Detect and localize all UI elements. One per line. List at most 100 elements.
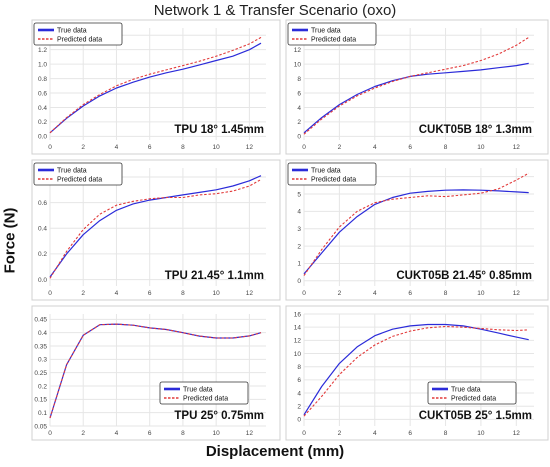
x-tick-label: 4 xyxy=(373,430,377,437)
legend-box xyxy=(427,381,517,405)
predicted-data-line xyxy=(49,36,262,134)
legend-label: True data xyxy=(57,167,87,174)
x-tick-label: 0 xyxy=(302,430,306,437)
x-tick-label: 8 xyxy=(444,144,448,151)
x-tick-label: 10 xyxy=(213,430,221,437)
x-tick-label: 12 xyxy=(513,430,521,437)
y-tick-label: 0.6 xyxy=(38,90,47,97)
x-tick-label: 8 xyxy=(444,290,448,297)
y-tick-label: 4 xyxy=(297,209,301,216)
y-tick-label: 2 xyxy=(297,404,301,411)
y-tick-label: 1.2 xyxy=(38,47,47,54)
x-tick-label: 10 xyxy=(213,144,221,151)
y-tick-label: 0 xyxy=(297,278,301,285)
x-tick-label: 10 xyxy=(213,290,221,297)
predicted-data-line xyxy=(303,172,529,276)
predicted-data-line xyxy=(303,325,529,417)
y-tick-label: 1 xyxy=(297,261,301,268)
y-tick-label: 0.4 xyxy=(38,105,47,112)
legend-label: True data xyxy=(311,27,341,34)
y-tick-label: 6 xyxy=(297,90,301,97)
x-tick-label: 0 xyxy=(48,290,52,297)
y-tick-label: 0.2 xyxy=(38,251,47,258)
panel-title: CUKT05B 18° 1.3mm xyxy=(419,124,532,136)
y-tick-label: 8 xyxy=(297,364,301,371)
predicted-data-line xyxy=(49,323,262,419)
true-data-line xyxy=(49,42,262,134)
legend-label: True data xyxy=(57,27,87,34)
true-data-line xyxy=(49,175,262,278)
x-tick-label: 10 xyxy=(477,144,485,151)
legend: True data Predicted data xyxy=(159,381,249,405)
y-tick-label: 0.0 xyxy=(38,277,47,284)
x-axis-label: Displacement (mm) xyxy=(205,443,345,460)
y-tick-label: 1.0 xyxy=(38,61,47,68)
legend-label: Predicted data xyxy=(57,36,102,43)
x-tick-label: 8 xyxy=(444,430,448,437)
y-tick-label: 0.05 xyxy=(34,423,47,430)
y-tick-label: 12 xyxy=(294,47,302,54)
legend: True data Predicted data xyxy=(33,162,123,186)
x-tick-label: 12 xyxy=(246,430,254,437)
true-data-line xyxy=(303,62,529,134)
y-tick-label: 12 xyxy=(294,338,302,345)
legend-label: Predicted data xyxy=(311,176,356,183)
x-tick-label: 4 xyxy=(373,290,377,297)
panel-title: CUKT05B 21.45° 0.85mm xyxy=(396,270,532,282)
x-tick-label: 10 xyxy=(477,430,485,437)
legend-box xyxy=(287,22,377,46)
chart-panel-2: 02468101202468101214CUKT05B 18° 1.3mmTru… xyxy=(285,19,549,155)
y-tick-label: 2 xyxy=(297,243,301,250)
x-tick-label: 6 xyxy=(148,290,152,297)
x-tick-label: 4 xyxy=(115,430,119,437)
x-tick-label: 0 xyxy=(48,144,52,151)
legend: True data Predicted data xyxy=(287,22,377,46)
x-tick-label: 2 xyxy=(338,290,342,297)
predicted-data-line xyxy=(303,36,529,135)
panel-title: CUKT05B 25° 1.5mm xyxy=(419,410,532,422)
figure-title: Network 1 & Transfer Scenario (oxo) xyxy=(153,2,397,19)
y-tick-label: 0.6 xyxy=(38,200,47,207)
y-tick-label: 3 xyxy=(297,226,301,233)
y-tick-label: 0.3 xyxy=(38,357,47,364)
x-tick-label: 4 xyxy=(115,290,119,297)
true-data-line xyxy=(303,323,529,416)
legend: True data Predicted data xyxy=(33,22,123,46)
legend-label: True data xyxy=(311,167,341,174)
y-tick-label: 10 xyxy=(294,351,302,358)
legend-box xyxy=(33,162,123,186)
x-tick-label: 12 xyxy=(513,290,521,297)
y-tick-label: 0.1 xyxy=(38,410,47,417)
legend-label: Predicted data xyxy=(183,395,228,402)
y-tick-label: 0.8 xyxy=(38,76,47,83)
x-tick-label: 10 xyxy=(477,290,485,297)
y-tick-label: 8 xyxy=(297,76,301,83)
y-tick-label: 0.2 xyxy=(38,383,47,390)
x-tick-label: 0 xyxy=(48,430,52,437)
x-tick-label: 6 xyxy=(148,430,152,437)
legend-box xyxy=(33,22,123,46)
legend-label: True data xyxy=(451,386,481,393)
panel-title: TPU 18° 1.45mm xyxy=(174,124,264,136)
y-tick-label: 16 xyxy=(294,311,302,318)
y-tick-label: 4 xyxy=(297,390,301,397)
x-tick-label: 4 xyxy=(373,144,377,151)
panel-frame xyxy=(285,305,549,441)
x-tick-label: 4 xyxy=(115,144,119,151)
x-tick-label: 0 xyxy=(302,290,306,297)
chart-panel-5: 0 2 4 6 8 10 12 0.05 0.1 0.15 0.2 0.25 0.3 0.35 0.4 0.4… xyxy=(31,305,281,441)
x-tick-label: 2 xyxy=(338,430,342,437)
x-tick-label: 12 xyxy=(246,290,254,297)
x-tick-label: 12 xyxy=(246,144,254,151)
x-tick-label: 6 xyxy=(408,430,412,437)
y-tick-label: 0 xyxy=(297,417,301,424)
x-tick-label: 6 xyxy=(148,144,152,151)
y-tick-label: 6 xyxy=(297,377,301,384)
panel-title: TPU 25° 0.75mm xyxy=(174,410,264,422)
legend-label: Predicted data xyxy=(57,176,102,183)
legend: True data Predicted data xyxy=(287,162,377,186)
x-tick-label: 2 xyxy=(81,430,85,437)
